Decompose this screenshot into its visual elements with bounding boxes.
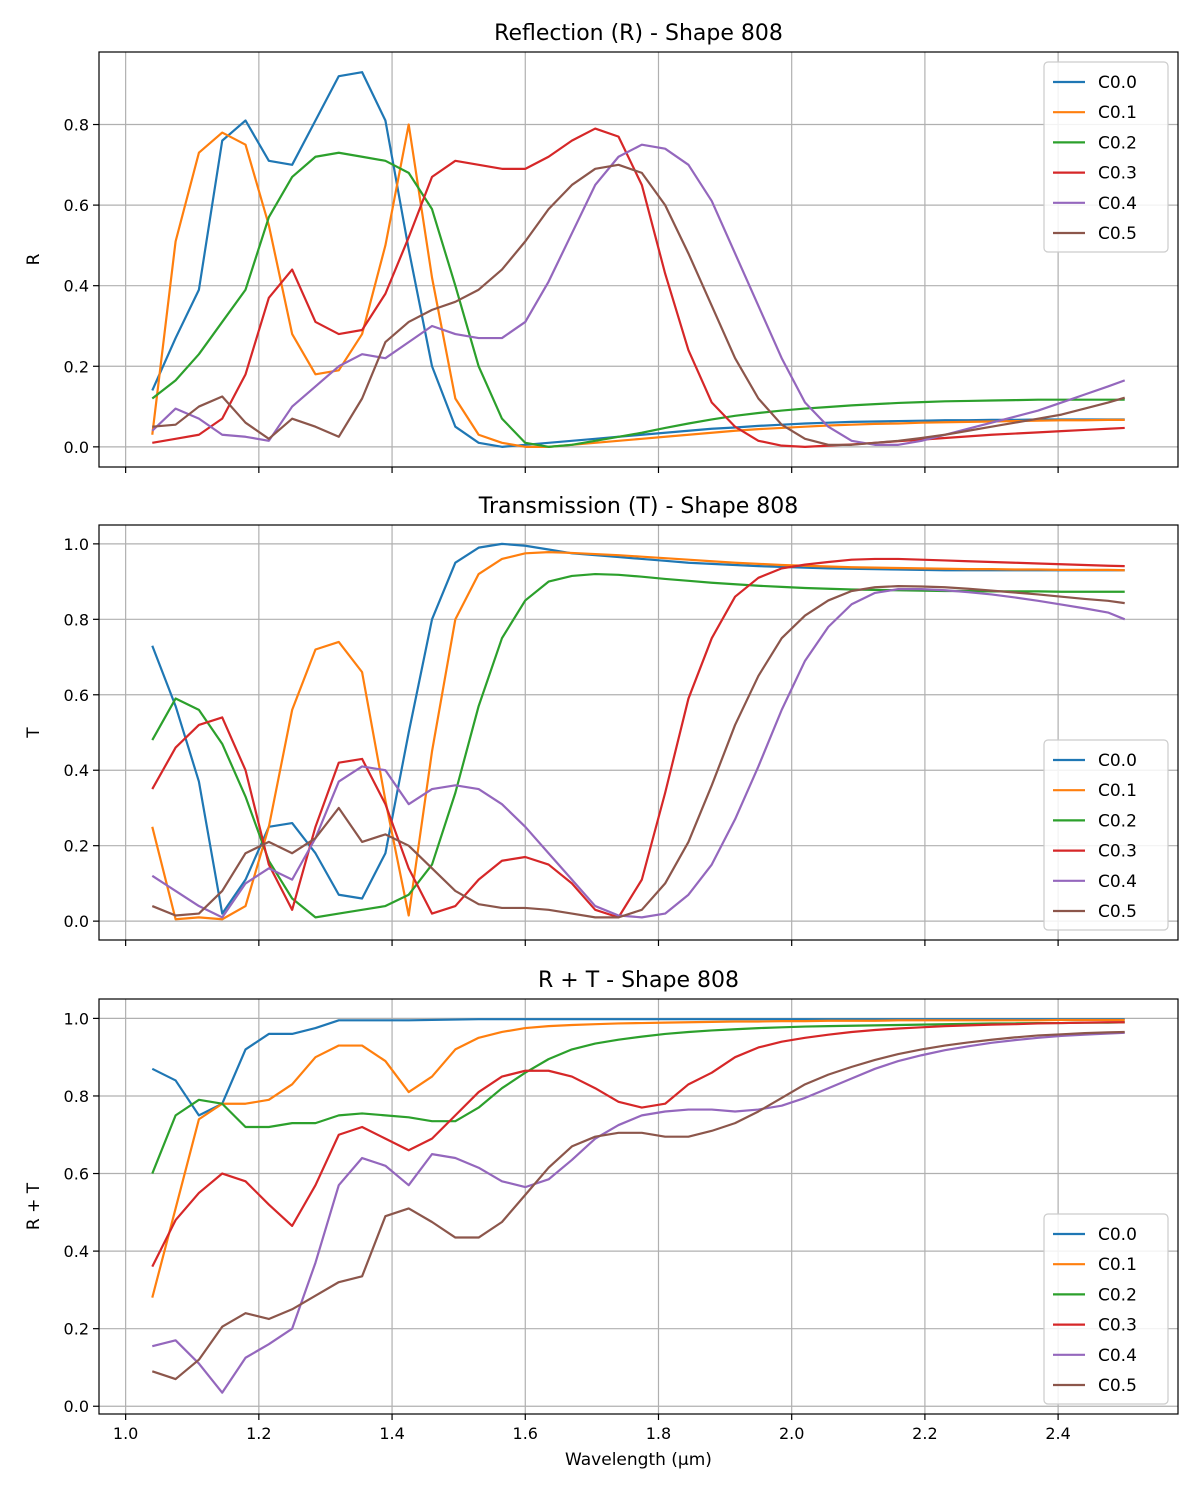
legend-label: C0.2 <box>1098 133 1137 153</box>
series-line-C0.4 <box>152 1031 1125 1394</box>
x-tick-label: 2.0 <box>779 1424 804 1443</box>
series-line-C0.4 <box>151 588 1126 919</box>
legend-label: C0.4 <box>1098 194 1137 214</box>
y-tick-label: 0.6 <box>64 196 89 215</box>
series-line-C0.4 <box>151 143 1126 446</box>
legend-label: C0.2 <box>1098 811 1137 831</box>
legend-label: C0.3 <box>1098 842 1137 862</box>
series-line-C0.1 <box>151 551 1125 921</box>
x-tick-label: 1.8 <box>646 1424 671 1443</box>
series-line-C0.5 <box>151 585 1125 919</box>
series-group <box>151 71 1126 448</box>
axes-frame <box>98 998 1179 1415</box>
series-line-C0.2 <box>151 151 1125 448</box>
legend-label: C0.5 <box>1098 902 1137 922</box>
y-tick-label: 0.2 <box>64 1320 89 1339</box>
legend-label: C0.1 <box>1098 781 1137 801</box>
series-line-C0.5 <box>152 163 1126 446</box>
series-line-C0.5 <box>151 1030 1125 1381</box>
y-tick-label: 0.4 <box>64 761 89 780</box>
legend-label: C0.3 <box>1098 1316 1137 1336</box>
legend-label: C0.3 <box>1098 164 1137 184</box>
series-line-C0.2 <box>151 1021 1125 1174</box>
series-group <box>151 1018 1125 1394</box>
series-group <box>151 542 1126 921</box>
y-tick-label: 0.0 <box>64 438 89 457</box>
y-tick-label: 1.0 <box>64 535 89 554</box>
x-tick-label: 1.0 <box>113 1424 138 1443</box>
y-tick-label: 0.0 <box>64 912 89 931</box>
legend-label: C0.0 <box>1098 73 1137 93</box>
y-tick-label: 0.0 <box>64 1397 89 1416</box>
panel-3: 1.0 1.2 1.4 1.6 1.8 2.0 2.2 2.4 0.0 0.2 0.4 0.6 0.8 1… <box>24 968 1179 1470</box>
series-line-C0.3 <box>151 557 1125 919</box>
y-axis-label: R + T <box>24 1182 44 1230</box>
x-tick-label: 1.4 <box>379 1424 404 1443</box>
series-line-C0.0 <box>151 1018 1125 1117</box>
legend-label: C0.2 <box>1098 1285 1137 1305</box>
y-tick-label: 0.2 <box>64 357 89 376</box>
y-tick-label: 0.4 <box>64 277 89 296</box>
series-line-C0.3 <box>151 1021 1125 1268</box>
y-tick-label: 0.2 <box>64 837 89 856</box>
series-line-C0.1 <box>151 123 1125 448</box>
legend: C0.0 C0.1 C0.2 C0.3 C0.4 C0.5 <box>1043 739 1169 931</box>
y-tick-label: 0.4 <box>64 1242 89 1261</box>
legend: C0.0 C0.1 C0.2 C0.3 C0.4 C0.5 <box>1043 1213 1169 1405</box>
y-tick-label: 0.6 <box>64 1165 89 1184</box>
x-tick-label: 2.4 <box>1045 1424 1070 1443</box>
x-axis-label: Wavelength (μm) <box>565 1450 712 1470</box>
axes-frame <box>98 51 1179 468</box>
y-tick-label: 0.8 <box>64 610 89 629</box>
legend-label: C0.4 <box>1098 872 1137 892</box>
legend-label: C0.1 <box>1098 1255 1137 1275</box>
legend-label: C0.0 <box>1098 1225 1137 1245</box>
legend-label: C0.4 <box>1098 1346 1137 1366</box>
series-line-C0.3 <box>152 127 1125 448</box>
series-line-C0.0 <box>151 542 1125 915</box>
legend-label: C0.1 <box>1098 103 1137 123</box>
legend: C0.0 C0.1 C0.2 C0.3 C0.4 C0.5 <box>1043 61 1169 253</box>
panel-1: 0.0 0.2 0.4 0.6 0.8 Reflection (R) - Shape 80… <box>24 21 1179 473</box>
legend-label: C0.0 <box>1098 751 1137 771</box>
x-tick-label: 1.2 <box>246 1424 271 1443</box>
legend-label: C0.5 <box>1098 224 1137 244</box>
x-tick-label: 1.6 <box>513 1424 538 1443</box>
series-line-C0.0 <box>151 71 1125 448</box>
series-line-C0.2 <box>151 572 1125 919</box>
y-tick-label: 0.8 <box>64 116 89 135</box>
y-axis-label: R <box>24 253 44 265</box>
legend-box <box>1043 61 1169 253</box>
y-tick-label: 0.8 <box>64 1087 89 1106</box>
chart-title: R + T - Shape 808 <box>538 968 739 993</box>
series-line-C0.1 <box>151 1018 1125 1298</box>
chart-title: Reflection (R) - Shape 808 <box>494 21 783 46</box>
legend-box <box>1043 1213 1169 1405</box>
chart-title: Transmission (T) - Shape 808 <box>478 494 799 519</box>
legend-box <box>1043 739 1169 931</box>
axes-frame <box>98 524 1179 941</box>
y-axis-label: T <box>24 727 44 739</box>
x-tick-label: 2.2 <box>912 1424 937 1443</box>
legend-label: C0.5 <box>1098 1376 1137 1396</box>
y-tick-label: 1.0 <box>64 1009 89 1028</box>
y-tick-label: 0.6 <box>64 686 89 705</box>
panel-2: 0.0 0.2 0.4 0.6 0.8 1.0 Transmission (T) - Sha… <box>24 494 1179 946</box>
